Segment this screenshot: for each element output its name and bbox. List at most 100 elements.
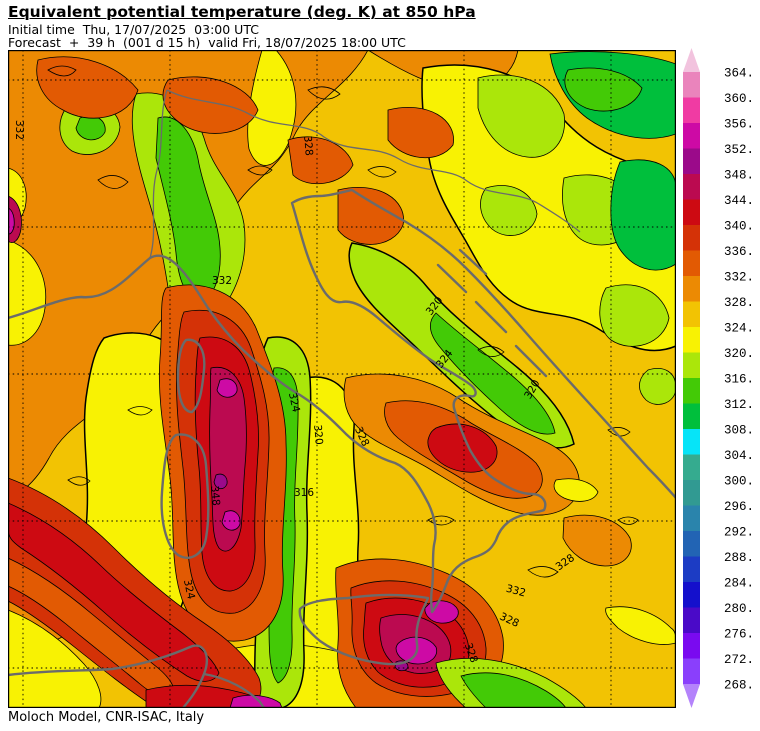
colorbar-tick-label: 344. (724, 194, 754, 208)
colorbar-segment (683, 225, 700, 251)
contour-region (162, 76, 259, 134)
colorbar-segment (683, 97, 700, 124)
coastline-italy (8, 188, 547, 614)
colorbar-segment (683, 658, 700, 685)
temperature-fill-regions (8, 50, 676, 708)
contour-label: 324 (181, 578, 197, 600)
contour-region (8, 502, 220, 682)
contour-region (221, 510, 241, 531)
contour-region (8, 239, 47, 346)
colorbar-arrow-down (683, 684, 700, 708)
contour-region (639, 368, 676, 405)
contour-region (337, 186, 404, 245)
colorbar-tick-label: 268. (724, 679, 754, 693)
colorbar-arrow-up (683, 48, 700, 72)
colorbar-segment (683, 480, 700, 506)
colorbar-tick-label: 348. (724, 169, 754, 183)
colorbar-tick-label: 300. (724, 475, 754, 489)
colorbar-segment (683, 327, 700, 353)
coastline-sicily (298, 593, 430, 666)
colorbar-segment (683, 454, 700, 481)
contour-region (213, 473, 228, 490)
contour-region (564, 67, 643, 112)
coastline-sardinia (160, 433, 210, 559)
colorbar-tick-label: 360. (724, 92, 754, 106)
contour-region (8, 609, 102, 708)
colorbar-segment (683, 72, 700, 98)
contour-region (562, 514, 632, 567)
colorbar-segment (683, 148, 700, 175)
colorbar-segment (683, 174, 700, 200)
colorbar-tick-label: 340. (724, 220, 754, 234)
colorbar-segment (683, 429, 700, 455)
colorbar-segment (683, 403, 700, 430)
colorbar-tick-label: 364. (724, 67, 754, 81)
initial-time-line: Initial time Thu, 17/07/2025 03:00 UTC (8, 22, 259, 37)
contour-label: 332 (505, 583, 527, 600)
map-frame (8, 50, 676, 708)
contour-region (424, 600, 459, 624)
colorbar-tick-label: 356. (724, 118, 754, 132)
contour-label: 316 (294, 487, 314, 499)
colorbar-segment (683, 250, 700, 277)
colorbar-segment (683, 582, 700, 608)
colorbar-segment (683, 607, 700, 634)
colorbar-segment (683, 378, 700, 404)
colorbar-tick-label: 352. (724, 143, 754, 157)
colorbar-tick-label: 316. (724, 373, 754, 387)
contour-region (553, 478, 599, 502)
colorbar: 364. 360. 356. 352. 348. 344. 340. 336. 332. 328.… (683, 48, 754, 708)
contour-region (599, 284, 670, 347)
contour-region (209, 366, 247, 552)
colorbar-segment (683, 301, 700, 328)
contour-region (387, 106, 454, 159)
colorbar-tick-label: 332. (724, 271, 754, 285)
colorbar-tick-label: 312. (724, 398, 754, 412)
colorbar-segment (683, 276, 700, 302)
contour-region (216, 378, 238, 398)
coastline-corsica (176, 338, 206, 414)
national-borders (149, 89, 581, 259)
contour-labels: 3323243203163283203243203283323283283243… (13, 120, 577, 664)
colorbar-tick-label: 296. (724, 500, 754, 514)
colorbar-tick-label: 320. (724, 347, 754, 361)
colorbar-tick-label: 272. (724, 653, 754, 667)
colorbar-tick-label: 308. (724, 424, 754, 438)
colorbar-tick-label: 276. (724, 628, 754, 642)
contour-region (477, 74, 566, 158)
contour-region (610, 159, 676, 271)
colorbar-segment (683, 556, 700, 583)
colorbar-segment (683, 123, 700, 149)
coastlines (8, 89, 676, 708)
colorbar-segment (683, 352, 700, 379)
contour-region (460, 672, 567, 708)
contour-label: 328 (301, 135, 315, 156)
colorbar-segment (683, 531, 700, 557)
model-credit: Moloch Model, CNR-ISAC, Italy (8, 710, 205, 725)
contour-label: 320 (311, 424, 325, 445)
colorbar-segment (683, 633, 700, 659)
map-plot: 3323243203163283203243203283323283283243… (8, 50, 676, 708)
colorbar-tick-label: 288. (724, 551, 754, 565)
contour-region (605, 606, 676, 645)
forecast-line: Forecast + 39 h (001 d 15 h) valid Fri, … (8, 35, 406, 50)
contour-label: 324 (286, 391, 302, 413)
colorbar-tick-label: 328. (724, 296, 754, 310)
contour-region (480, 185, 538, 236)
contour-label: 332 (212, 275, 232, 287)
contour-region (427, 423, 498, 473)
contour-region (247, 50, 297, 166)
contour-label: 332 (13, 120, 25, 140)
colorbar-tick-label: 292. (724, 526, 754, 540)
contour-region (155, 116, 221, 304)
page-title: Equivalent potential temperature (deg. K… (8, 3, 476, 21)
colorbar-tick-label: 304. (724, 449, 754, 463)
contour-region (36, 56, 139, 119)
coastline-north-africa (8, 644, 266, 708)
coastline-balkans (350, 188, 676, 500)
contour-region (287, 136, 354, 184)
contour-region (429, 312, 556, 435)
coastline-adriatic-islands (436, 248, 548, 378)
colorbar-tick-label: 280. (724, 602, 754, 616)
